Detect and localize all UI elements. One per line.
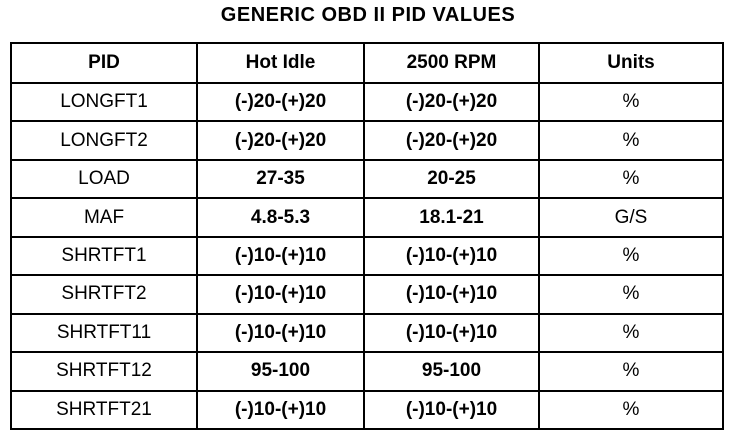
table-row: SHRTFT11 (-)10-(+)10 (-)10-(+)10% [10,312,724,354]
value-cell: 20-25 [363,158,540,200]
value-cell: (-)20-(+)20 [363,120,540,161]
value-cell: (-)10-(+)10 [363,235,540,277]
units-cell: % [538,158,724,200]
units-cell: % [538,312,724,354]
pid-cell: LONGFT1 [10,81,198,123]
table-row: SHRTFT2 (-)10-(+)10 (-)10-(+)10% [10,274,724,315]
table-row: LONGFT2 (-)20-(+)20 (-)20-(+)20% [10,120,724,161]
units-cell: % [538,235,724,277]
table-row: SHRTFT12 95-100 95-100% [10,351,724,392]
value-cell: (-)10-(+)10 [363,389,540,430]
table-row: LOAD 27-35 20-25% [10,158,724,200]
table-row: SHRTFT1 (-)10-(+)10 (-)10-(+)10% [10,235,724,277]
table-body: LONGFT1 (-)20-(+)20 (-)20-(+)20% LONGFT2 (-)… [10,81,724,430]
units-cell: % [538,389,724,430]
value-cell: (-)20-(+)20 [363,81,540,123]
value-cell: (-)10-(+)10 [196,274,365,315]
value-cell: 18.1-21 [363,197,540,238]
units-cell: G/S [538,197,724,238]
table-row: MAF 4.8-5.3 18.1-21 G/S [10,197,724,238]
units-cell: % [538,274,724,315]
value-cell: (-)10-(+)10 [196,235,365,277]
header-cell: Hot Idle [196,42,365,84]
value-cell: 27-35 [196,158,365,200]
pid-cell: SHRTFT1 [10,235,198,277]
units-cell: % [538,120,724,161]
value-cell: (-)10-(+)10 [196,312,365,354]
pid-table: PID Hot Idle 2500 RPM Units LONGFT1 (-)20-(+… [10,42,724,430]
units-cell: % [538,351,724,392]
value-cell: 4.8-5.3 [196,197,365,238]
title: GENERIC OBD II PID VALUES [220,4,516,26]
pid-cell: LONGFT2 [10,120,198,161]
pid-cell: LOAD [10,158,198,200]
header-cell: PID [10,42,198,84]
pid-cell: SHRTFT21 [10,389,198,430]
units-cell: % [538,81,724,123]
pid-cell: SHRTFT2 [10,274,198,315]
table-row: SHRTFT21 (-)10-(+)10 (-)10-(+)10% [10,389,724,430]
table-row: LONGFT1 (-)20-(+)20 (-)20-(+)20% [10,81,724,123]
value-cell: (-)20-(+)20 [196,81,365,123]
pid-cell: MAF [10,197,198,238]
value-cell: (-)10-(+)10 [363,274,540,315]
value-cell: (-)10-(+)10 [196,389,365,430]
header-cell: Units [538,42,724,84]
pid-cell: SHRTFT11 [10,312,198,354]
value-cell: 95-100 [196,351,365,392]
value-cell: 95-100 [363,351,540,392]
pid-cell: SHRTFT12 [10,351,198,392]
header-cell: 2500 RPM [363,42,540,84]
value-cell: (-)20-(+)20 [196,120,365,161]
value-cell: (-)10-(+)10 [363,312,540,354]
header-row: PID Hot Idle 2500 RPM Units [10,42,724,84]
